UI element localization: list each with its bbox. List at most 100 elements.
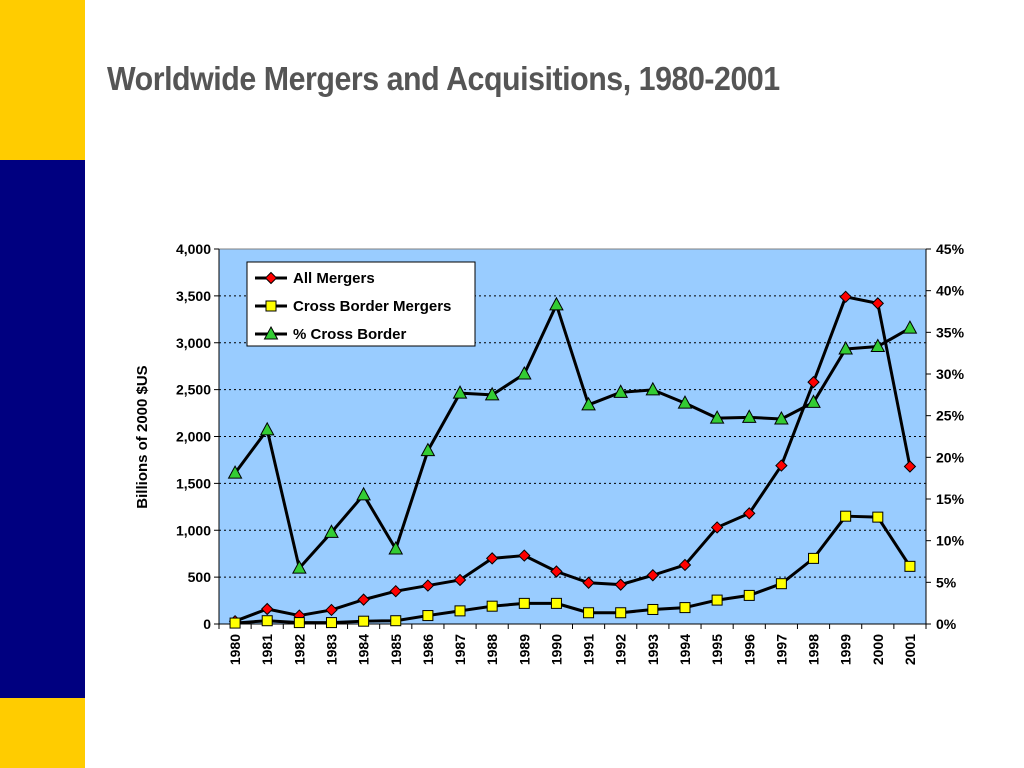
data-point-diamond [453, 573, 467, 587]
x-tick-label: 1998 [806, 634, 822, 665]
data-point-triangle [259, 421, 275, 436]
x-tick-label: 1992 [613, 634, 629, 665]
data-point-triangle [838, 340, 853, 355]
x-tick-label: 1995 [709, 634, 725, 665]
data-point-square [808, 552, 820, 564]
yellow-accent-band-top [0, 0, 85, 160]
x-tick-label: 1993 [645, 634, 661, 665]
data-point-diamond [903, 460, 917, 473]
data-point-diamond [518, 549, 531, 562]
data-point-square [550, 597, 562, 609]
data-point-triangle [709, 410, 725, 424]
right-tick-label: 35% [936, 324, 965, 340]
x-tick-label: 1981 [259, 634, 275, 665]
data-point-square [840, 510, 852, 522]
data-point-triangle [741, 409, 757, 423]
x-tick-label: 1986 [420, 634, 436, 665]
data-point-square [583, 607, 595, 619]
data-point-diamond [260, 602, 274, 616]
data-point-diamond [325, 603, 338, 617]
legend-entry-label: Cross Border Mergers [293, 298, 451, 315]
x-tick-label: 1996 [741, 634, 757, 665]
x-tick-label: 1984 [356, 634, 372, 665]
right-tick-label: 15% [936, 491, 965, 507]
data-point-triangle [549, 296, 564, 311]
right-tick-label: 25% [936, 408, 965, 424]
left-tick-label: 2,500 [176, 382, 211, 398]
right-tick-label: 20% [936, 449, 965, 465]
left-tick-label: 0 [203, 616, 211, 632]
data-point-square [486, 600, 498, 612]
x-tick-label: 1985 [388, 634, 404, 665]
data-point-triangle [356, 486, 371, 501]
x-tick-label: 1982 [291, 634, 307, 665]
legend: All Mergers Cross Border Mergers % Cross B… [246, 261, 476, 347]
legend-entry-label: All Mergers [293, 270, 375, 287]
left-tick-label: 1,500 [176, 475, 211, 491]
left-tick-label: 1,000 [176, 522, 211, 538]
data-point-triangle [292, 560, 307, 574]
series-line-diamond [234, 295, 912, 623]
navy-accent-band [0, 160, 85, 698]
x-tick-label: 1989 [516, 634, 532, 665]
data-point-square [325, 617, 337, 629]
x-tick-label: 1983 [323, 634, 339, 665]
legend-marker [264, 271, 278, 285]
y-axis-label: Billions of 2000 $US [134, 365, 151, 508]
data-point-square [358, 615, 370, 627]
series-line-square [234, 514, 912, 625]
data-point-square [261, 615, 273, 627]
x-tick-label: 1980 [227, 634, 243, 665]
data-point-diamond [743, 507, 756, 520]
left-axis-tick-labels: 0 500 1,000 1,500 2,000 2,500 3,000 3,500 4,000 [176, 241, 211, 632]
data-point-triangle [774, 410, 789, 425]
x-tick-label: 1990 [548, 634, 564, 665]
left-tick-label: 500 [188, 569, 212, 585]
x-tick-label: 1994 [677, 634, 693, 665]
x-tick-label: 1988 [484, 634, 500, 665]
left-tick-label: 3,000 [176, 335, 211, 351]
data-point-square [711, 594, 723, 606]
data-point-diamond [582, 576, 595, 589]
data-point-diamond [389, 584, 402, 598]
data-point-diamond [550, 565, 563, 578]
data-point-square [229, 617, 241, 629]
x-tick-label: 2000 [870, 634, 886, 665]
right-tick-label: 0% [936, 616, 957, 632]
data-point-triangle [645, 381, 661, 396]
data-point-triangle [902, 320, 918, 334]
right-tick-label: 40% [936, 283, 965, 299]
data-point-triangle [613, 384, 629, 398]
left-tick-label: 3,500 [176, 288, 211, 304]
data-point-square [743, 589, 755, 601]
data-point-triangle [516, 365, 532, 380]
yellow-accent-band-bottom [0, 698, 85, 768]
x-axis-tick-labels: 1980 1981 1982 1983 1984 1985 1986 1987 1988 1989… [227, 634, 918, 665]
data-point-square [647, 603, 659, 615]
data-point-diamond [485, 552, 499, 565]
data-point-triangle [420, 442, 436, 457]
data-point-triangle [388, 540, 404, 555]
data-point-diamond [710, 521, 724, 534]
right-tick-label: 5% [936, 574, 957, 590]
data-point-square [518, 597, 530, 609]
x-tick-label: 2001 [902, 634, 918, 665]
data-point-diamond [839, 290, 852, 304]
data-point-diamond [646, 569, 660, 582]
legend-entry-label: % Cross Border [293, 326, 407, 343]
data-point-square [422, 610, 434, 622]
right-axis-tick-labels: 0% 5% 10% 15% 20% 25% 30% 35% 40% 45% [936, 241, 965, 632]
data-point-square [679, 602, 691, 614]
right-tick-label: 45% [936, 241, 965, 257]
data-point-triangle [452, 385, 468, 399]
data-point-diamond [678, 558, 692, 572]
data-point-triangle [870, 338, 886, 352]
x-tick-label: 1991 [581, 634, 597, 665]
left-tick-label: 2,000 [176, 429, 211, 445]
x-tick-label: 1999 [838, 634, 854, 665]
x-tick-label: 1997 [773, 634, 789, 665]
data-point-triangle [227, 465, 243, 479]
data-point-diamond [775, 459, 788, 472]
series-line-triangle [233, 303, 911, 570]
